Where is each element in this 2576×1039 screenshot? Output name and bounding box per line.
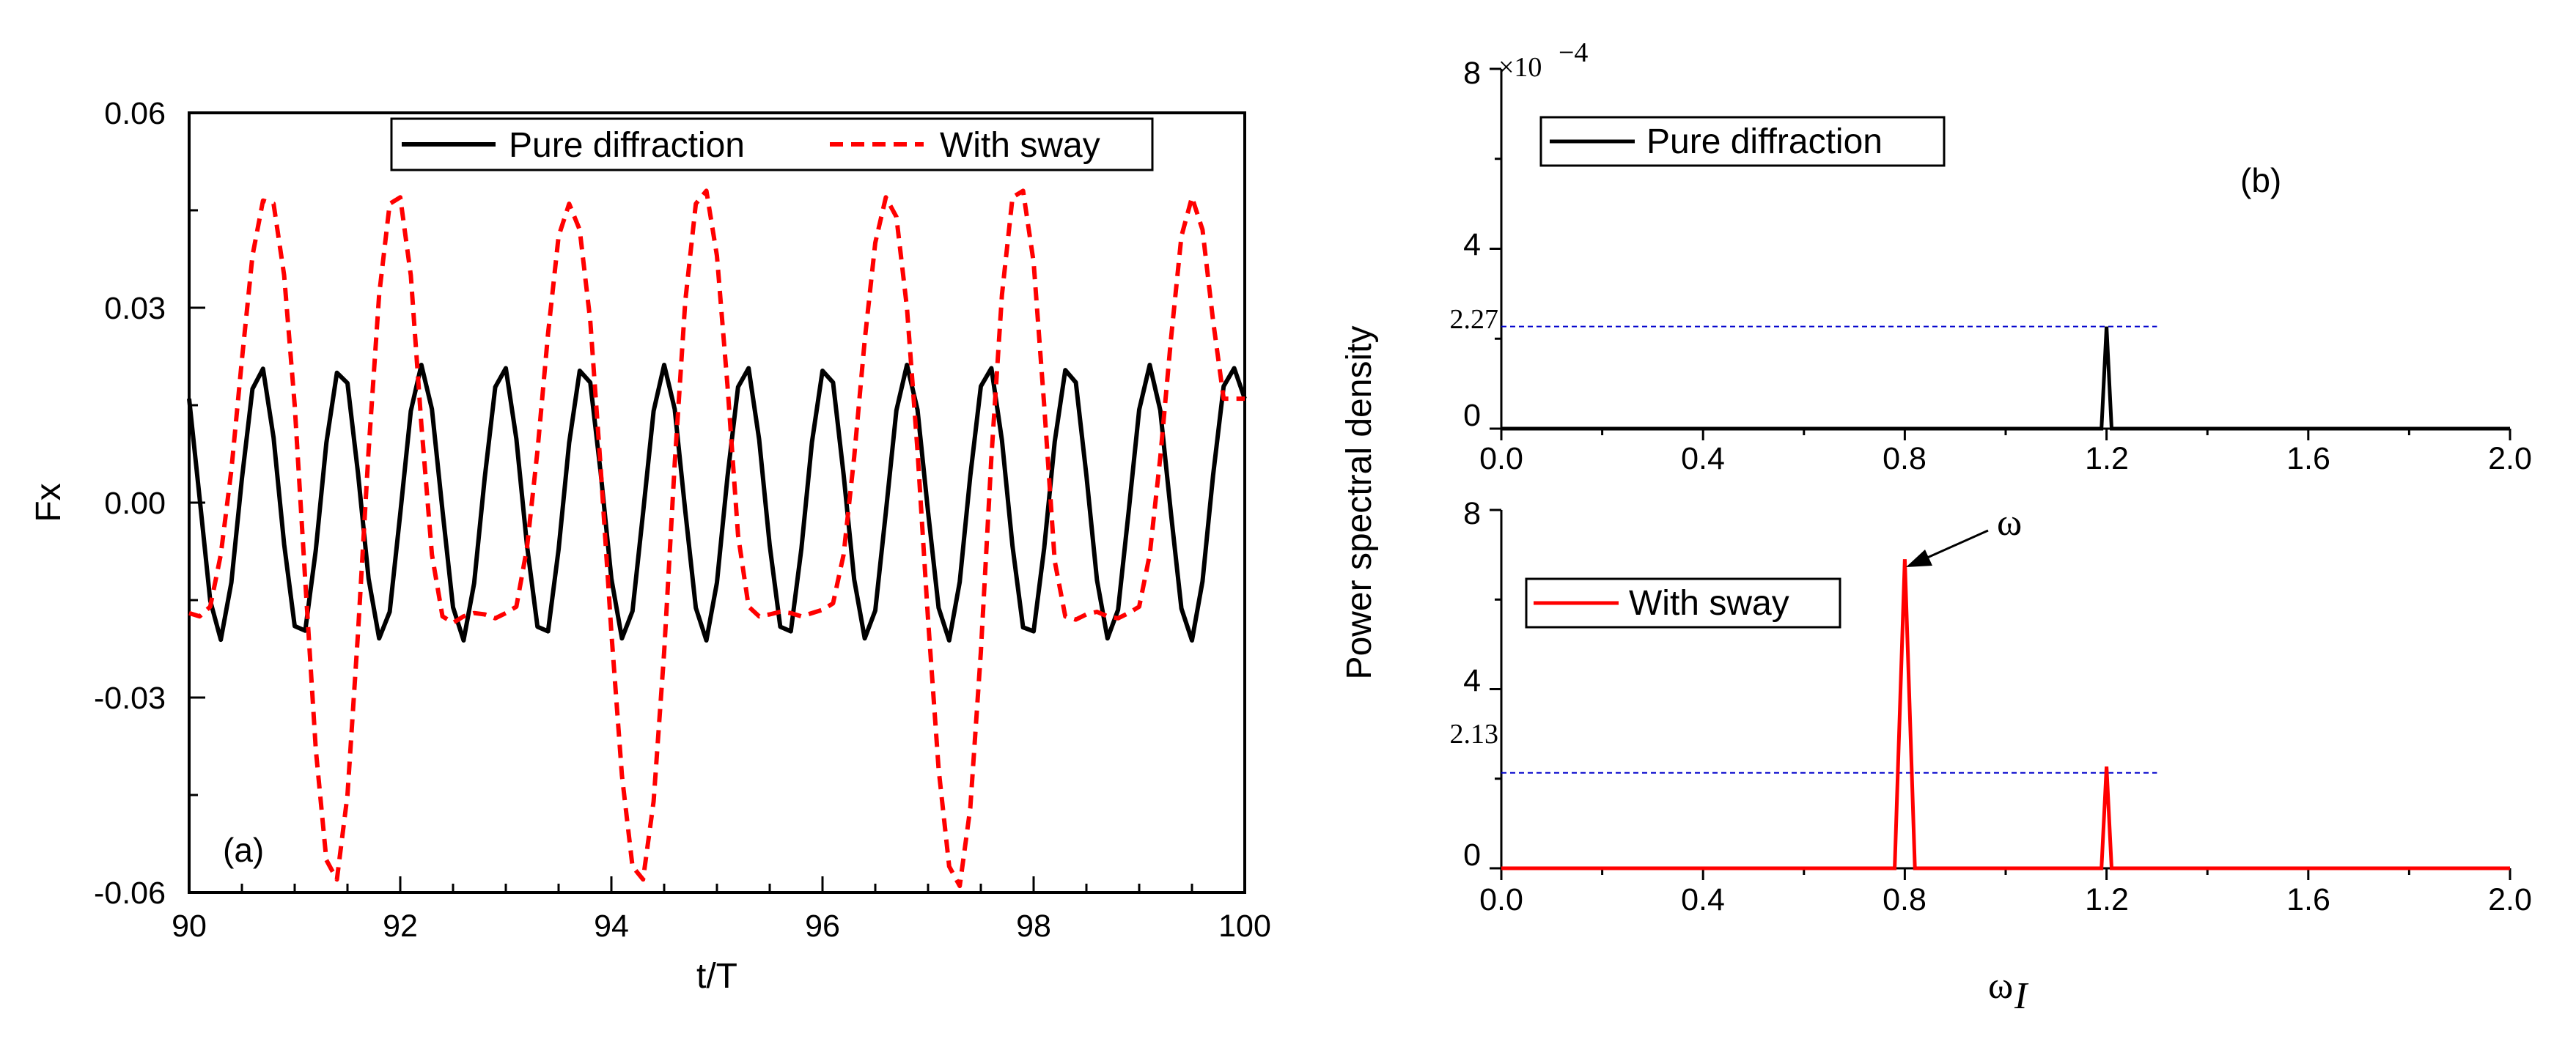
x-tick-label: 2.0 [2488,882,2532,917]
annotation-label: ω [1997,502,2022,544]
x-tick-label: 1.6 [2286,441,2330,476]
x-tick-label: 94 [594,909,629,944]
y-tick-label: 0 [1463,838,1481,873]
panel-a-legend: Pure diffraction With sway [390,117,1154,171]
legend-box [1539,116,1946,167]
legend-label-sway: With sway [940,126,1100,165]
series-pure-diffraction-line [187,363,1247,643]
reference-value-label: 2.13 [1450,719,1499,750]
x-tick-label: 90 [172,909,207,944]
y-tick-label: 8 [1463,56,1481,91]
exponent-base: ×10 [1498,52,1542,83]
panel-a-time-series: 90 92 94 96 98 100 -0.06 -0.03 0.00 0.03… [29,96,1271,996]
x-tick-label: 0.8 [1883,882,1927,917]
series-with-sway-line [188,188,1245,889]
x-tick-label: 1.2 [2085,882,2129,917]
y-tick-label: 0.00 [104,486,166,521]
exponent-label: ×10 −4 [1498,37,1588,83]
y-tick-label: 8 [1463,496,1481,531]
panel-a-ticks [188,111,1246,894]
y-tick-label: 4 [1463,663,1481,698]
panel-a-plot-frame [188,111,1246,894]
x-tick-label: 98 [1016,909,1051,944]
x-tick-label: 92 [383,909,418,944]
x-tick-label: 100 [1218,909,1271,944]
panel-a-tick-labels: 90 92 94 96 98 100 -0.06 -0.03 0.00 0.03… [94,96,1271,944]
x-tick-label: 0.0 [1479,882,1523,917]
y-tick-label: 0.03 [104,291,166,326]
panel-b-bottom-ticks [1490,509,2511,880]
panel-b-bottom-spectrum: 0 4 8 0.0 0.4 0.8 1.2 1.6 2.0 2.13 ω Wit… [1450,496,2532,1017]
reference-value-label: 2.27 [1450,304,1499,335]
x-tick-label: 1.2 [2085,441,2129,476]
y-tick-label: 0 [1463,398,1481,433]
x-tick-label: 0.4 [1681,882,1725,917]
panel-b-bottom-series [1501,559,2510,870]
legend-label-sway: With sway [1629,584,1789,623]
x-axis-title-main: ω [1988,965,2013,1007]
series-pure-diffraction-spectrum [1501,326,2510,431]
x-tick-label: 0.8 [1883,441,1927,476]
annotation-arrow-head [1906,550,1932,567]
x-tick-label: 0.0 [1479,441,1523,476]
panel-b-top-series [1501,325,2510,431]
panel-a-tag: (a) [223,831,264,869]
panel-b-y-axis-title: Power spectral density [1340,326,1379,680]
x-axis-title-sub: I [2014,975,2029,1017]
annotation-arrow-line [1918,529,1989,563]
series-with-sway-spectrum [1501,559,2510,870]
x-tick-label: 96 [805,909,840,944]
panel-b-top-spectrum: 0 4 8 ×10 −4 0.0 0.4 0.8 1.2 1.6 2.0 2.2… [1450,37,2532,476]
panel-a-x-axis-title: t/T [696,957,737,996]
panel-b-top-legend: Pure diffraction [1539,116,1946,167]
y-tick-label: 4 [1463,227,1481,262]
panel-a-series [187,188,1247,889]
panel-b-bottom-x-axis-title: ω I [1988,965,2029,1017]
legend-label-pure: Pure diffraction [509,126,745,165]
peak-annotation: ω [1906,502,2022,567]
x-tick-label: 0.4 [1681,441,1725,476]
y-tick-label: 0.06 [104,96,166,131]
y-tick-label: -0.06 [94,876,166,911]
x-tick-label: 1.6 [2286,882,2330,917]
x-tick-label: 2.0 [2488,441,2532,476]
panel-a-y-axis-title: Fx [29,483,68,522]
legend-box [390,117,1154,171]
y-tick-label: -0.03 [94,681,166,716]
panel-b-bottom-x-tick-labels: 0.0 0.4 0.8 1.2 1.6 2.0 [1479,882,2532,917]
panel-b-bottom-legend: With sway [1525,577,1841,629]
legend-label-pure: Pure diffraction [1646,122,1883,161]
exponent-power: −4 [1559,37,1588,68]
panel-b-top-x-tick-labels: 0.0 0.4 0.8 1.2 1.6 2.0 [1479,441,2532,476]
panel-b-tag: (b) [2240,161,2281,199]
legend-box [1525,577,1841,629]
